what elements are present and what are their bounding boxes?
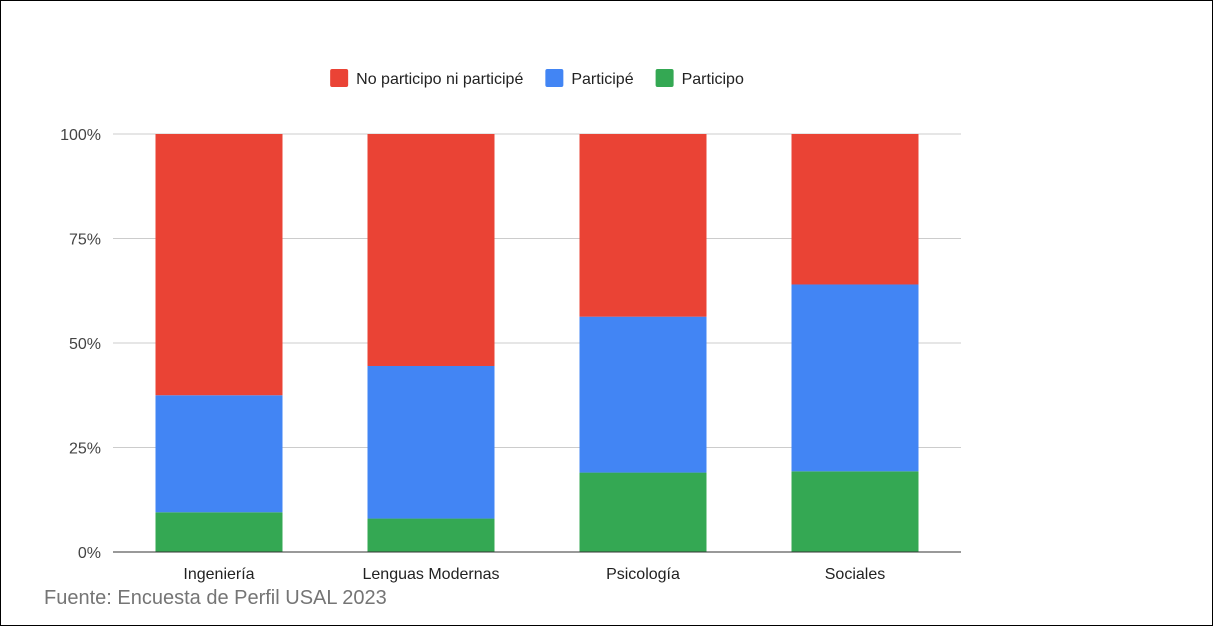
y-tick-label: 50% bbox=[69, 336, 101, 353]
y-tick-label: 0% bbox=[78, 545, 101, 562]
legend-swatch bbox=[655, 69, 674, 87]
x-tick-label: Lenguas Modernas bbox=[363, 566, 500, 583]
bar-participe bbox=[579, 316, 707, 473]
bar-no-participo-ni-participe bbox=[367, 134, 495, 366]
bar-participo bbox=[155, 512, 283, 552]
bar-no-participo-ni-participe bbox=[579, 134, 707, 317]
x-tick-label: Psicología bbox=[606, 566, 680, 583]
bar-participe bbox=[155, 395, 283, 513]
legend-swatch bbox=[545, 69, 564, 87]
y-tick-label: 75% bbox=[69, 232, 101, 249]
bar-no-participo-ni-participe bbox=[155, 134, 283, 396]
source-note: Fuente: Encuesta de Perfil USAL 2023 bbox=[44, 587, 387, 609]
x-tick-label: Ingeniería bbox=[183, 566, 254, 583]
legend-label: No participo ni participé bbox=[356, 71, 523, 88]
bar-no-participo-ni-participe bbox=[791, 134, 919, 285]
x-tick-label: Sociales bbox=[825, 566, 885, 583]
bar-participe bbox=[367, 365, 495, 519]
legend-label: Participé bbox=[571, 71, 633, 88]
bar-participo bbox=[367, 518, 495, 552]
bar-participe bbox=[791, 284, 919, 472]
y-tick-label: 25% bbox=[69, 441, 101, 458]
y-tick-label: 100% bbox=[60, 127, 101, 144]
bar-participo bbox=[791, 471, 919, 552]
legend-label: Participo bbox=[682, 71, 744, 88]
legend-swatch bbox=[330, 69, 349, 87]
bar-participo bbox=[579, 472, 707, 552]
